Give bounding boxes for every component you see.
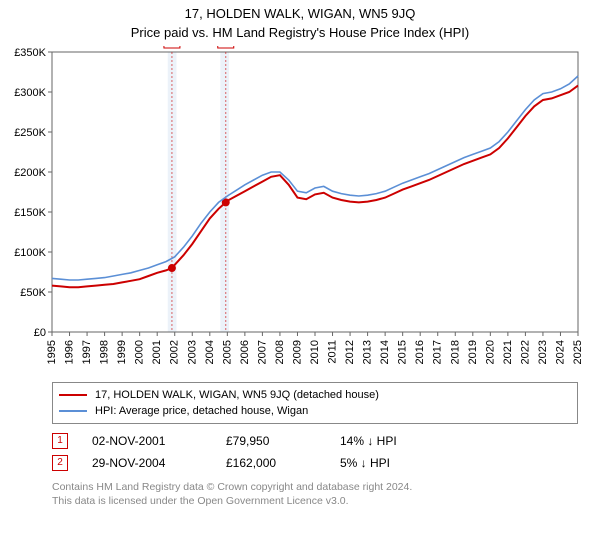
svg-text:2011: 2011 (327, 340, 339, 364)
svg-text:2018: 2018 (449, 340, 461, 364)
sale-point-date: 02-NOV-2001 (92, 430, 202, 452)
svg-text:2020: 2020 (484, 340, 496, 364)
sale-point-row: 1 02-NOV-2001 £79,950 14% ↓ HPI (52, 430, 578, 452)
svg-text:£300K: £300K (14, 87, 46, 99)
chart-subtitle: Price paid vs. HM Land Registry's House … (0, 21, 600, 46)
sale-point-marker: 2 (52, 455, 68, 471)
svg-text:2009: 2009 (291, 340, 303, 364)
sale-point-delta: 5% ↓ HPI (340, 452, 390, 474)
svg-text:£350K: £350K (14, 47, 46, 59)
legend-label: 17, HOLDEN WALK, WIGAN, WN5 9JQ (detache… (95, 387, 379, 403)
svg-text:£0: £0 (34, 327, 46, 339)
legend-swatch (59, 410, 87, 412)
legend: 17, HOLDEN WALK, WIGAN, WN5 9JQ (detache… (52, 382, 578, 424)
svg-text:2002: 2002 (169, 340, 181, 364)
sale-point-delta: 14% ↓ HPI (340, 430, 397, 452)
svg-text:2019: 2019 (467, 340, 479, 364)
svg-text:1: 1 (169, 46, 175, 47)
svg-text:2000: 2000 (134, 340, 146, 364)
svg-text:2008: 2008 (274, 340, 286, 364)
svg-text:2016: 2016 (414, 340, 426, 364)
legend-row: HPI: Average price, detached house, Wiga… (59, 403, 571, 419)
svg-text:2006: 2006 (239, 340, 251, 364)
svg-text:2010: 2010 (309, 340, 321, 364)
svg-text:2014: 2014 (379, 340, 391, 364)
sale-point-price: £79,950 (226, 430, 316, 452)
svg-text:2017: 2017 (432, 340, 444, 364)
sale-point-price: £162,000 (226, 452, 316, 474)
chart-title: 17, HOLDEN WALK, WIGAN, WN5 9JQ (0, 0, 600, 21)
svg-text:2024: 2024 (554, 340, 566, 364)
legend-label: HPI: Average price, detached house, Wiga… (95, 403, 308, 419)
price-chart: £0 £50K £100K £150K £200K £250K £300K £350K 1995… (0, 46, 600, 376)
svg-text:2001: 2001 (151, 340, 163, 364)
svg-text:1998: 1998 (99, 340, 111, 364)
footer-attribution: Contains HM Land Registry data © Crown c… (52, 480, 578, 508)
svg-text:£50K: £50K (20, 287, 46, 299)
svg-text:2004: 2004 (204, 340, 216, 364)
sale-point-marker: 1 (52, 433, 68, 449)
svg-text:2007: 2007 (256, 340, 268, 364)
sale-point-row: 2 29-NOV-2004 £162,000 5% ↓ HPI (52, 452, 578, 474)
legend-row: 17, HOLDEN WALK, WIGAN, WN5 9JQ (detache… (59, 387, 571, 403)
svg-text:£150K: £150K (14, 207, 46, 219)
svg-text:2023: 2023 (537, 340, 549, 364)
svg-text:2003: 2003 (186, 340, 198, 364)
svg-text:2021: 2021 (502, 340, 514, 364)
svg-text:2025: 2025 (572, 340, 584, 364)
svg-text:2015: 2015 (397, 340, 409, 364)
svg-text:1997: 1997 (81, 340, 93, 364)
sale-points: 1 02-NOV-2001 £79,950 14% ↓ HPI 2 29-NOV-2004… (52, 430, 578, 474)
svg-text:2013: 2013 (362, 340, 374, 364)
svg-text:1995: 1995 (46, 340, 58, 364)
legend-swatch (59, 394, 87, 396)
svg-text:2012: 2012 (344, 340, 356, 364)
svg-text:1999: 1999 (116, 340, 128, 364)
svg-text:£250K: £250K (14, 127, 46, 139)
svg-text:1996: 1996 (64, 340, 76, 364)
svg-text:2022: 2022 (519, 340, 531, 364)
svg-text:2: 2 (223, 46, 229, 47)
footer-line-1: Contains HM Land Registry data © Crown c… (52, 480, 578, 494)
svg-text:£100K: £100K (14, 247, 46, 259)
sale-point-date: 29-NOV-2004 (92, 452, 202, 474)
footer-line-2: This data is licensed under the Open Gov… (52, 494, 578, 508)
svg-text:2005: 2005 (221, 340, 233, 364)
svg-text:£200K: £200K (14, 167, 46, 179)
